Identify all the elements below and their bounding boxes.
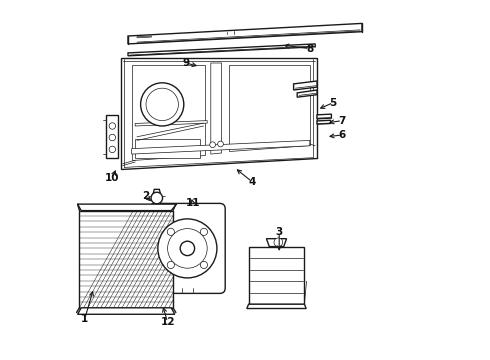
Polygon shape <box>132 140 310 154</box>
Polygon shape <box>137 36 151 38</box>
Polygon shape <box>106 115 118 158</box>
Text: 9: 9 <box>182 58 189 68</box>
FancyBboxPatch shape <box>149 203 225 293</box>
Polygon shape <box>247 304 306 309</box>
Polygon shape <box>317 114 331 119</box>
Circle shape <box>109 146 116 153</box>
Polygon shape <box>135 121 207 126</box>
Text: 7: 7 <box>339 116 346 126</box>
Polygon shape <box>229 65 310 151</box>
Polygon shape <box>128 44 315 56</box>
Polygon shape <box>297 90 317 97</box>
Text: 2: 2 <box>143 191 149 201</box>
Circle shape <box>210 142 216 148</box>
Circle shape <box>109 134 116 141</box>
Circle shape <box>141 83 184 126</box>
Polygon shape <box>77 308 175 314</box>
Circle shape <box>200 228 208 235</box>
Circle shape <box>168 229 207 268</box>
Circle shape <box>151 192 163 204</box>
Text: 10: 10 <box>104 173 119 183</box>
Circle shape <box>274 238 283 247</box>
Polygon shape <box>211 63 221 154</box>
Text: 5: 5 <box>330 98 337 108</box>
Bar <box>135 139 200 158</box>
Polygon shape <box>121 58 317 169</box>
Circle shape <box>218 141 223 147</box>
Text: 3: 3 <box>275 227 283 237</box>
Text: 8: 8 <box>306 44 314 54</box>
Polygon shape <box>77 204 176 211</box>
Circle shape <box>167 261 174 269</box>
Polygon shape <box>294 81 317 90</box>
Polygon shape <box>153 189 160 194</box>
FancyBboxPatch shape <box>231 78 304 138</box>
Text: 4: 4 <box>248 177 256 187</box>
Polygon shape <box>267 239 287 247</box>
Polygon shape <box>317 120 331 124</box>
Bar <box>79 211 173 308</box>
Text: 1: 1 <box>81 314 88 324</box>
Polygon shape <box>132 65 205 160</box>
Circle shape <box>180 241 195 256</box>
Text: 11: 11 <box>186 198 200 208</box>
Text: 12: 12 <box>160 317 175 327</box>
Circle shape <box>146 88 178 121</box>
Circle shape <box>167 228 174 235</box>
Circle shape <box>109 123 116 129</box>
Text: 6: 6 <box>339 130 346 140</box>
Polygon shape <box>128 23 362 44</box>
Circle shape <box>158 219 217 278</box>
Polygon shape <box>248 247 304 304</box>
Circle shape <box>200 261 208 269</box>
